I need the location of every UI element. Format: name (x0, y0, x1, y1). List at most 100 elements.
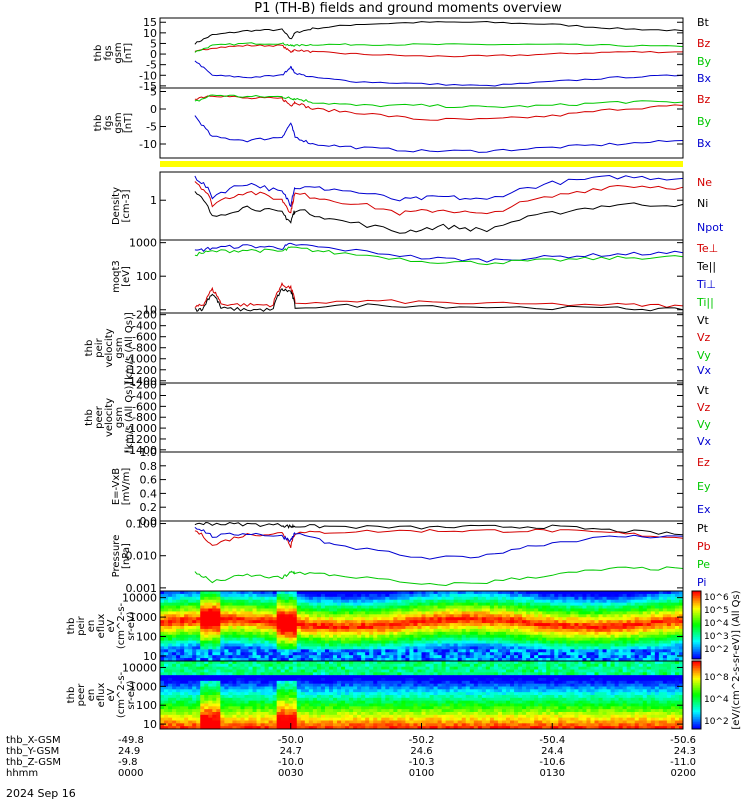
spectrogram-cell (357, 611, 362, 615)
spectrogram-cell (248, 695, 253, 699)
spectrogram-cell (614, 620, 620, 624)
spectrogram-cell (590, 655, 595, 659)
spectrogram-cell (481, 599, 487, 604)
spectrogram-cell (526, 675, 531, 679)
spectrogram-cell (485, 675, 491, 679)
spectrogram-cell (345, 680, 350, 685)
spectrogram-cell (501, 640, 507, 644)
spectrogram-cell (594, 666, 599, 670)
spectrogram-cell (501, 692, 507, 696)
spectrogram-cell (618, 669, 624, 673)
spectrogram-cell (304, 634, 310, 639)
spectrogram-cell (457, 614, 463, 618)
spectrogram-cell (288, 608, 294, 612)
spectrogram-cell (353, 695, 358, 699)
spectrogram-cell (312, 692, 318, 696)
spectrogram-cell (272, 695, 278, 699)
spectrogram-cell (489, 628, 495, 633)
spectrogram-cell (522, 683, 527, 687)
spectrogram-cell (401, 661, 406, 665)
spectrogram-cell (220, 634, 225, 639)
spectrogram-cell (493, 649, 499, 653)
spectrogram-cell (453, 640, 459, 644)
spectrogram-cell (272, 661, 278, 665)
legend-entry: Te⊥ (696, 242, 718, 255)
spectrogram-cell (582, 640, 587, 644)
spectrogram-cell (558, 628, 563, 633)
spectrogram-cell (594, 591, 599, 595)
spectrogram-cell (618, 637, 624, 641)
spectrogram-cell (401, 652, 406, 656)
spectrogram-cell (204, 643, 209, 647)
spectrogram-cell (341, 602, 346, 606)
spectrogram-cell (312, 617, 318, 621)
spectrogram-cell (654, 608, 660, 612)
spectrogram-cell (357, 672, 362, 676)
spectrogram-cell (626, 631, 632, 636)
spectrogram-cell (465, 666, 471, 670)
spectrogram-cell (337, 678, 342, 682)
spectrogram-cell (405, 689, 410, 693)
spectrogram-cell (276, 666, 282, 670)
spectrogram-cell (449, 614, 455, 618)
spectrogram-cell (646, 658, 652, 662)
spectrogram-cell (248, 605, 253, 609)
spectrogram-cell (204, 666, 209, 670)
spectrogram-cell (240, 689, 245, 693)
spectrogram-cell (385, 628, 390, 633)
spectrogram-cell (574, 680, 579, 685)
spectrogram-cell (473, 614, 479, 618)
y-tick-label: 15 (143, 16, 157, 29)
spectrogram-cell (337, 683, 342, 687)
spectrogram-cell (469, 680, 475, 685)
spectrogram-cell (328, 652, 334, 656)
y-tick-label: 0.010 (126, 550, 158, 563)
spectrogram-cell (606, 602, 611, 606)
spectrogram-cell (401, 663, 406, 668)
spectrogram-cell (393, 646, 398, 650)
spectrogram-cell (292, 683, 298, 687)
spectrogram-cell (260, 689, 265, 693)
spectrogram-cell (260, 631, 265, 636)
spectrogram-cell (401, 596, 406, 601)
spectrogram-cell (518, 591, 523, 595)
spectrogram-cell (397, 666, 402, 670)
spectrogram-cell (493, 614, 499, 618)
spectrogram-cell (437, 614, 443, 618)
spectrogram-cell (477, 591, 483, 595)
spectrogram-cell (477, 599, 483, 604)
spectrogram-cell (437, 649, 443, 653)
spectrogram-cell (534, 599, 539, 604)
spectrogram-cell (469, 686, 475, 690)
spectrogram-cell (377, 692, 382, 696)
spectrogram-cell (264, 611, 270, 615)
spectrogram-cell (570, 666, 575, 670)
spectrogram-cell (514, 617, 519, 621)
spectrogram-cell (501, 602, 507, 606)
spectrogram-cell (421, 683, 426, 687)
spectrogram-cell (228, 655, 233, 659)
spectrogram-cell (530, 626, 535, 630)
spectrogram-cell (272, 669, 278, 673)
spectrogram-cell (216, 672, 221, 676)
spectrogram-cell (272, 637, 278, 641)
spectrogram-cell (341, 692, 346, 696)
spectrogram-cell (630, 680, 636, 685)
spectrogram-cell (236, 666, 241, 670)
spectrogram-cell (389, 634, 394, 639)
spectrogram-cell (252, 596, 257, 601)
spectrogram-cell (638, 596, 644, 601)
spectrogram-cell (574, 631, 579, 636)
spectrogram-cell (240, 605, 245, 609)
spectrogram-cell (514, 631, 519, 636)
spectrogram-cell (614, 626, 620, 630)
spectrogram-cell (542, 680, 547, 685)
spectrogram-cell (558, 683, 563, 687)
spectrogram-cell (522, 675, 527, 679)
spectrogram-cell (357, 596, 362, 601)
spectrogram-cell (349, 628, 354, 633)
spectrogram-cell (582, 620, 587, 624)
spectrogram-cell (650, 614, 656, 618)
spectrogram-cell (357, 631, 362, 636)
